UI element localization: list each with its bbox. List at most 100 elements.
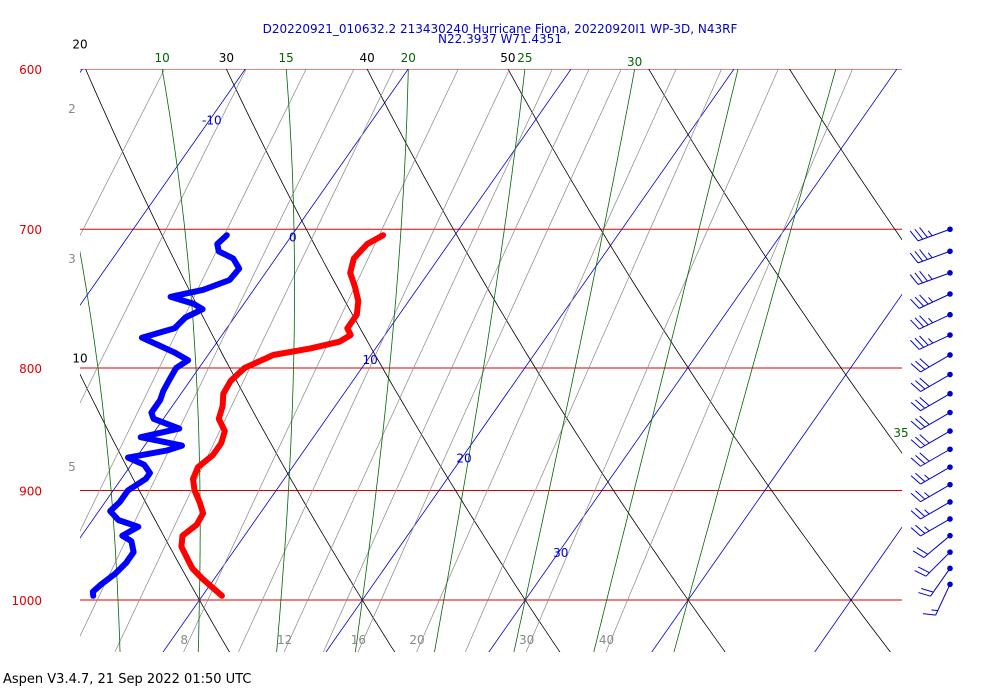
wind-barb-feather bbox=[921, 588, 934, 593]
moist-adiabat-label: 35 bbox=[893, 426, 908, 440]
isotherm-label: 20 bbox=[456, 452, 471, 466]
wind-barb-feather bbox=[919, 377, 930, 387]
mixing-ratio-label: 2 bbox=[68, 102, 76, 116]
wind-barb-feather bbox=[915, 472, 926, 482]
wind-barb-feather bbox=[919, 434, 930, 444]
wind-barb-shaft bbox=[920, 518, 951, 537]
wind-barbs bbox=[909, 226, 953, 616]
wind-barb-feather bbox=[915, 360, 926, 370]
wind-barb-shaft bbox=[917, 228, 951, 242]
wind-barb bbox=[910, 352, 953, 373]
wind-barb-feather bbox=[914, 570, 927, 577]
dry-adiabat-label: 20 bbox=[72, 37, 87, 51]
wind-barb-feather bbox=[915, 490, 926, 500]
wind-barb bbox=[910, 516, 953, 537]
wind-barb-feather bbox=[910, 527, 921, 537]
moist-adiabat-label: 15 bbox=[279, 51, 294, 65]
wind-barb bbox=[923, 581, 953, 616]
isotherm-line bbox=[814, 526, 902, 652]
wind-barb bbox=[910, 499, 953, 520]
moist-adiabat-line bbox=[354, 69, 409, 652]
wind-barb-feather bbox=[909, 252, 919, 264]
mixing-ratio-label: 12 bbox=[277, 633, 292, 647]
moist-adiabat-line bbox=[673, 69, 837, 652]
wind-barb-shaft bbox=[920, 484, 951, 503]
dry-adiabat-line bbox=[648, 69, 902, 454]
wind-barb bbox=[914, 549, 953, 577]
wind-barb-feather bbox=[910, 510, 921, 520]
wind-barb-shaft bbox=[918, 293, 951, 309]
wind-barb-feather bbox=[919, 335, 929, 346]
wind-barb-feather bbox=[915, 399, 926, 409]
isotherm-label: 10 bbox=[363, 353, 378, 367]
dry-adiabat-line bbox=[366, 69, 726, 652]
wind-barb-half-feather bbox=[927, 274, 933, 280]
chart-title: D20220921_010632.2 213430240 Hurricane F… bbox=[263, 22, 738, 36]
isotherm-line bbox=[162, 69, 572, 652]
wind-barb bbox=[910, 446, 953, 467]
isotherm-line bbox=[325, 69, 735, 652]
wind-barb-shaft bbox=[918, 314, 951, 330]
wind-barb-feather bbox=[915, 436, 926, 446]
wind-barb-half-feather bbox=[927, 252, 933, 259]
wind-barb-feather bbox=[910, 382, 921, 392]
moist-adiabat-label: 30 bbox=[627, 55, 642, 69]
mixing-ratio-line bbox=[80, 69, 165, 237]
wind-barb-feather bbox=[910, 339, 920, 350]
mixing-ratio-line bbox=[80, 69, 247, 404]
wind-barb-feather bbox=[909, 274, 919, 285]
wind-barb bbox=[910, 291, 953, 309]
mixing-ratio-line bbox=[283, 69, 553, 652]
dry-adiabat-line bbox=[789, 69, 902, 241]
isotherm-line bbox=[80, 69, 409, 539]
wind-barb-feather bbox=[917, 566, 930, 574]
isotherm-line bbox=[945, 0, 1000, 699]
wind-barb-feather bbox=[914, 250, 924, 262]
wind-barb-shaft bbox=[920, 466, 951, 485]
moist-adiabat-line bbox=[161, 69, 201, 652]
wind-barb-feather bbox=[914, 296, 925, 307]
wind-barb-half-feather bbox=[924, 526, 930, 532]
mixing-ratio-label: 30 bbox=[519, 633, 534, 647]
isotherm-label: 0 bbox=[289, 231, 297, 245]
mixing-ratio-line bbox=[464, 69, 722, 652]
dewpoint-profile bbox=[89, 232, 243, 599]
mixing-ratio-line bbox=[525, 69, 779, 652]
moist-adiabat-label: 10 bbox=[155, 51, 170, 65]
wind-barb-feather bbox=[916, 547, 929, 555]
mixing-ratio-line bbox=[322, 69, 590, 652]
wind-barb-shaft bbox=[925, 551, 951, 577]
wind-barb bbox=[910, 428, 953, 449]
dry-adiabat-line bbox=[0, 0, 69, 661]
moist-adiabat-line bbox=[434, 69, 526, 652]
isobar-label: 900 bbox=[19, 484, 42, 498]
isotherm-line bbox=[488, 69, 898, 652]
wind-barb bbox=[910, 409, 953, 430]
isobar-label: 1000 bbox=[11, 594, 42, 608]
wind-barb bbox=[910, 371, 953, 392]
mixing-ratio-label: 16 bbox=[351, 633, 366, 647]
moist-adiabat-label: 25 bbox=[517, 51, 532, 65]
mixing-ratio-line bbox=[238, 69, 510, 652]
wind-barb-shaft bbox=[917, 272, 951, 285]
moist-adiabat-line bbox=[593, 69, 739, 652]
wind-barb-half-feather bbox=[924, 474, 930, 480]
wind-barb bbox=[910, 464, 953, 485]
wind-barb-feather bbox=[914, 317, 925, 328]
wind-barb-feather bbox=[923, 613, 936, 616]
wind-barb bbox=[910, 332, 953, 350]
dry-adiabat-line bbox=[507, 69, 891, 652]
wind-barb-half-feather bbox=[924, 492, 930, 498]
dry-adiabat-line bbox=[85, 69, 396, 652]
grid-labels: 600 700 800 900 1000 10 20 30 40 50 -10 0 10 20 30 10 15… bbox=[11, 37, 908, 647]
chart-subtitle: N22.3937 W71.4351 bbox=[438, 32, 562, 46]
wind-barb-feather bbox=[909, 230, 919, 242]
isotherm-label: -10 bbox=[202, 114, 222, 128]
wind-barb-feather bbox=[915, 418, 926, 428]
wind-barb-half-feather bbox=[927, 230, 933, 237]
isotherm-line bbox=[80, 69, 246, 306]
wind-barb-feather bbox=[915, 524, 926, 534]
wind-barb-half-feather bbox=[928, 338, 934, 344]
wind-barb-feather bbox=[910, 475, 921, 485]
